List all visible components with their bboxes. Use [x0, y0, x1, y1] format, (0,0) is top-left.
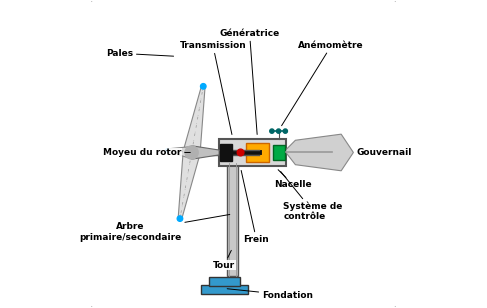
Circle shape	[237, 149, 244, 156]
Text: Transmission: Transmission	[180, 41, 246, 135]
Polygon shape	[285, 134, 354, 171]
Text: Anémomètre: Anémomètre	[281, 41, 364, 126]
FancyBboxPatch shape	[89, 0, 398, 308]
Circle shape	[177, 216, 183, 221]
Bar	[246, 143, 269, 162]
Circle shape	[201, 83, 206, 89]
Text: Nacelle: Nacelle	[274, 170, 312, 189]
Bar	[201, 286, 248, 294]
Text: Génératrice: Génératrice	[220, 29, 280, 135]
Circle shape	[277, 129, 281, 133]
Bar	[219, 139, 286, 166]
Polygon shape	[191, 146, 219, 159]
Circle shape	[283, 129, 287, 133]
Bar	[220, 144, 232, 161]
Circle shape	[185, 146, 198, 159]
Circle shape	[166, 149, 169, 152]
Text: Tour: Tour	[213, 250, 235, 270]
Text: Fondation: Fondation	[227, 289, 313, 299]
Polygon shape	[167, 147, 192, 158]
Bar	[273, 145, 285, 160]
Text: Gouvernail: Gouvernail	[356, 148, 412, 157]
Text: Système de
contrôle: Système de contrôle	[281, 172, 342, 221]
Circle shape	[270, 129, 274, 133]
Bar	[209, 277, 240, 286]
Bar	[227, 163, 238, 276]
Text: Frein: Frein	[241, 170, 269, 244]
Polygon shape	[178, 151, 200, 219]
Text: Pales: Pales	[106, 49, 173, 58]
Text: Arbre
primaire/secondaire: Arbre primaire/secondaire	[79, 214, 230, 241]
Text: Moyeu du rotor: Moyeu du rotor	[103, 148, 190, 157]
Polygon shape	[183, 86, 205, 154]
